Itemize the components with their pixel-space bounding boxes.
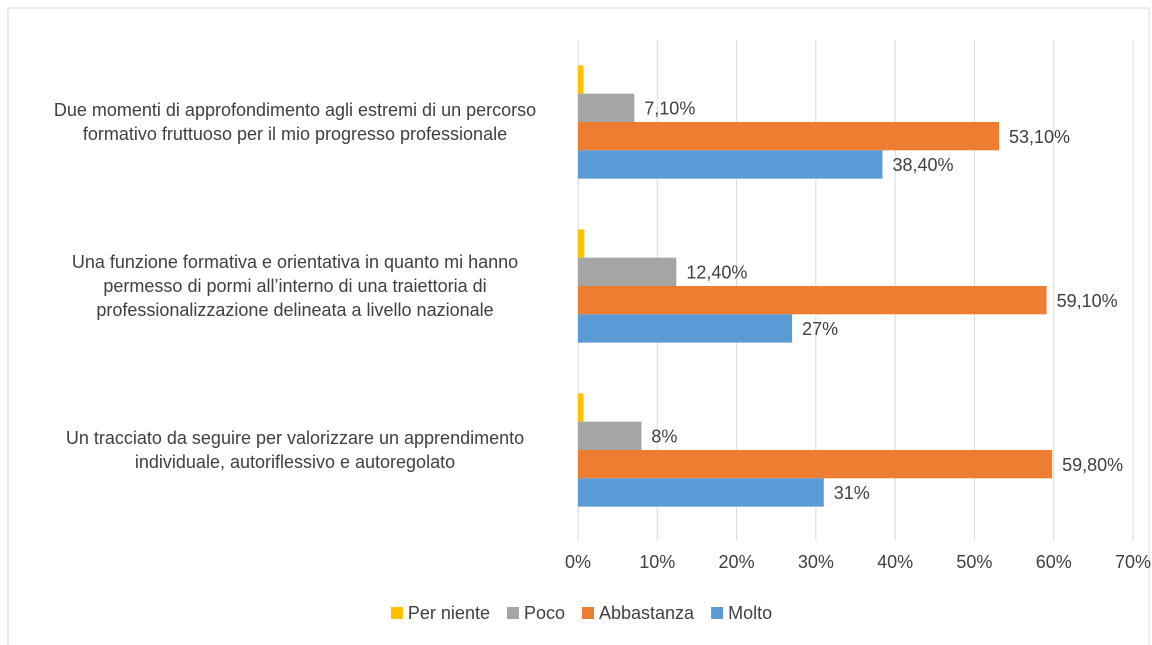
- bar: [578, 93, 635, 122]
- legend-label: Per niente: [408, 603, 490, 623]
- bar: [578, 257, 677, 286]
- data-label: 12,40%: [686, 263, 747, 283]
- x-tick-label: 50%: [956, 552, 992, 572]
- x-tick-label: 30%: [798, 552, 834, 572]
- bar: [578, 478, 824, 507]
- bar: [578, 150, 883, 179]
- legend-swatch: [390, 607, 403, 619]
- data-label: 7,10%: [644, 99, 695, 119]
- legend-label: Poco: [524, 603, 565, 623]
- x-tick-label: 10%: [639, 552, 675, 572]
- bar: [578, 122, 1000, 151]
- x-tick-label: 20%: [719, 552, 755, 572]
- legend-label: Abbastanza: [599, 603, 695, 623]
- bar: [578, 421, 642, 450]
- data-label: 8%: [651, 427, 677, 447]
- legend-swatch: [711, 607, 724, 619]
- x-tick-label: 0%: [565, 552, 591, 572]
- bar: [578, 450, 1053, 479]
- category-label: Due momenti di approfondimento agli estr…: [53, 100, 537, 144]
- legend-swatch: [582, 607, 594, 619]
- data-label: 27%: [802, 319, 838, 339]
- category-label: Un tracciato da seguire per valorizzare …: [65, 428, 525, 472]
- data-label: 53,10%: [1009, 127, 1070, 147]
- bar: [578, 286, 1047, 315]
- x-tick-label: 60%: [1036, 552, 1072, 572]
- x-tick-label: 40%: [877, 552, 913, 572]
- data-label: 59,10%: [1057, 291, 1118, 311]
- bar: [578, 65, 584, 94]
- data-label: 31%: [834, 483, 870, 503]
- data-label: 38,40%: [892, 155, 953, 175]
- chart-frame: [7, 7, 1150, 645]
- data-label: 59,80%: [1062, 455, 1123, 475]
- x-tick-label: 70%: [1115, 552, 1151, 572]
- bar: [578, 314, 793, 343]
- category-label: Una funzione formativa e orientativa in …: [71, 252, 519, 320]
- legend-label: Molto: [728, 603, 772, 623]
- bar: [578, 393, 584, 422]
- legend-swatch: [506, 607, 519, 619]
- bar: [578, 229, 585, 258]
